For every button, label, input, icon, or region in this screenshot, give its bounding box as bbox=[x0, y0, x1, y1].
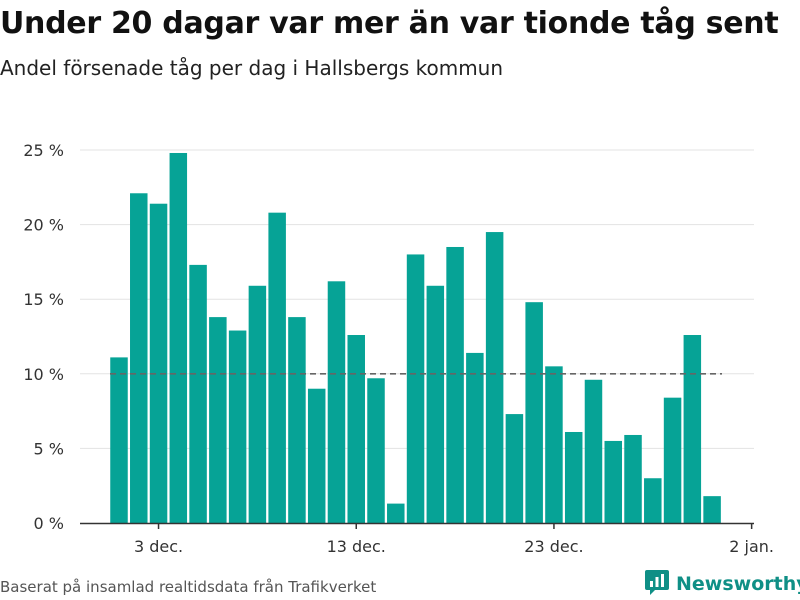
bar bbox=[545, 366, 563, 523]
brand-name: Newsworthy bbox=[676, 573, 800, 595]
bar bbox=[209, 317, 227, 523]
bar bbox=[169, 152, 188, 523]
y-tick-label: 25 % bbox=[23, 141, 64, 160]
bar bbox=[367, 378, 385, 523]
bar bbox=[683, 335, 702, 523]
brand-logo: Newsworthy bbox=[644, 568, 800, 600]
x-tick-label: 13 dec. bbox=[327, 537, 386, 556]
bar bbox=[110, 357, 128, 523]
y-tick-label: 10 % bbox=[23, 365, 64, 384]
tick-labels: 0 % 5 % 10 % 15 % 20 % 25 % 3 dec. 13 dec. 23 de… bbox=[23, 141, 774, 556]
bar bbox=[426, 285, 445, 523]
bar bbox=[268, 212, 286, 523]
bar bbox=[347, 335, 365, 523]
y-tick-label: 5 % bbox=[34, 439, 64, 458]
bar bbox=[288, 317, 306, 523]
bar bbox=[307, 388, 326, 523]
bar bbox=[248, 285, 267, 523]
bar bbox=[327, 281, 346, 523]
bar bbox=[644, 478, 662, 523]
bar bbox=[604, 440, 622, 523]
bar bbox=[446, 246, 464, 524]
y-tick-label: 0 % bbox=[34, 514, 64, 533]
bar bbox=[228, 330, 247, 523]
bar bbox=[703, 496, 721, 523]
source-note: Baserat på insamlad realtidsdata från Tr… bbox=[0, 578, 377, 596]
bar bbox=[149, 203, 168, 523]
bar bbox=[663, 397, 682, 523]
bar bbox=[584, 379, 603, 523]
bar bbox=[525, 302, 543, 523]
bar bbox=[485, 232, 504, 523]
y-tick-label: 15 % bbox=[23, 290, 64, 309]
bar bbox=[624, 434, 642, 523]
bar bbox=[130, 193, 148, 523]
y-tick-label: 20 % bbox=[23, 216, 64, 235]
bars bbox=[110, 152, 721, 524]
x-tick-label: 23 dec. bbox=[524, 537, 583, 556]
bar bbox=[505, 414, 524, 523]
newsworthy-logo-icon bbox=[644, 568, 670, 600]
bar bbox=[406, 254, 425, 523]
chart-subtitle: Andel försenade tåg per dag i Hallsbergs… bbox=[0, 56, 504, 80]
x-axis bbox=[80, 522, 754, 529]
chart-title: Under 20 dagar var mer än var tionde tåg… bbox=[0, 6, 779, 41]
bar bbox=[564, 431, 583, 523]
x-tick-label: 2 jan. bbox=[729, 537, 774, 556]
bar bbox=[387, 503, 405, 523]
bar bbox=[466, 352, 484, 523]
x-tick-label: 3 dec. bbox=[134, 537, 183, 556]
bar bbox=[189, 264, 207, 523]
